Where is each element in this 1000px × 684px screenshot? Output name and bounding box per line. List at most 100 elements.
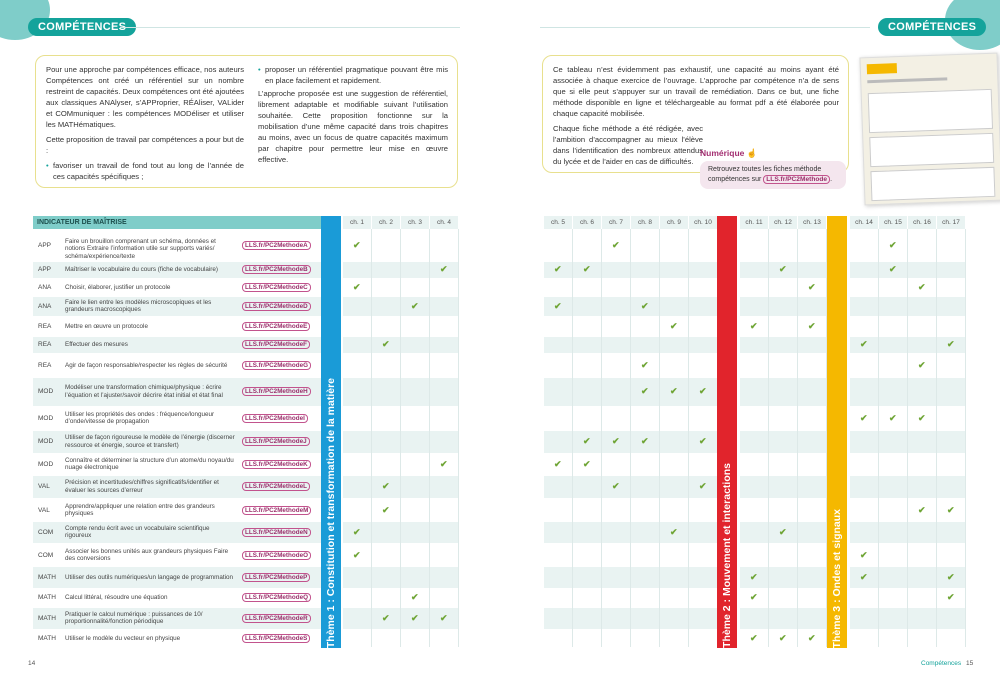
column-line bbox=[965, 229, 966, 647]
check-mark: ✔ bbox=[670, 526, 678, 537]
methode-link[interactable]: LLS.fr/PC2MethodeF bbox=[242, 340, 310, 349]
thumb-tag bbox=[866, 63, 898, 75]
row-label: Utiliser de façon rigoureuse le modèle d… bbox=[65, 434, 235, 449]
intro-column-2: proposer un référentiel pragmatique pouv… bbox=[258, 64, 448, 169]
row-code: VAL bbox=[38, 506, 50, 514]
row-band bbox=[343, 337, 459, 353]
check-mark: ✔ bbox=[889, 239, 897, 250]
methode-link[interactable]: LLS.fr/PC2MethodeP bbox=[242, 572, 311, 582]
fiche-thumbnail-image bbox=[859, 52, 1000, 206]
intro-box-left: Pour une approche par compétences effica… bbox=[35, 55, 458, 188]
methode-link[interactable]: LLS.fr/PC2MethodeL bbox=[242, 482, 310, 491]
row-band bbox=[740, 431, 827, 453]
column-line bbox=[371, 229, 372, 647]
row-label: Modéliser une transformation chimique/ph… bbox=[65, 384, 223, 399]
row-band bbox=[33, 608, 321, 629]
methode-link[interactable]: LLS.fr/PC2MethodeO bbox=[242, 550, 311, 560]
methode-link[interactable]: LLS.fr/PC2MethodeK bbox=[242, 459, 311, 469]
row-label: Utiliser les propriétés des ondes : fréq… bbox=[65, 410, 215, 426]
check-mark: ✔ bbox=[808, 320, 816, 331]
chapter-header: ch. 7 bbox=[602, 216, 630, 229]
check-mark: ✔ bbox=[382, 504, 390, 515]
methode-link[interactable]: LLS.fr/PC2MethodeE bbox=[242, 321, 311, 331]
check-mark: ✔ bbox=[918, 282, 926, 292]
check-mark: ✔ bbox=[641, 300, 649, 311]
table-header-indicator: INDICATEUR DE MAÎTRISE bbox=[33, 216, 321, 229]
methode-link[interactable]: LLS.fr/PC2Methode bbox=[763, 175, 831, 184]
column-line bbox=[601, 229, 602, 647]
methode-link[interactable]: LLS.fr/PC2MethodeG bbox=[242, 360, 311, 370]
check-mark: ✔ bbox=[670, 386, 678, 396]
theme-label: Thème 3 : Ondes et signaux bbox=[831, 508, 843, 648]
intro-paragraph: Chaque fiche méthode a été rédigée, avec… bbox=[553, 124, 703, 166]
methode-link[interactable]: LLS.fr/PC2MethodeC bbox=[242, 283, 311, 292]
row-band bbox=[850, 476, 966, 498]
methode-link[interactable]: LLS.fr/PC2MethodeR bbox=[242, 613, 311, 623]
methode-link[interactable]: LLS.fr/PC2MethodeI bbox=[242, 413, 308, 423]
methode-link[interactable]: LLS.fr/PC2MethodeB bbox=[242, 265, 311, 274]
chapter-header: ch. 17 bbox=[937, 216, 965, 229]
row-band bbox=[740, 262, 827, 278]
chapter-header: ch. 10 bbox=[689, 216, 717, 229]
check-mark: ✔ bbox=[641, 386, 649, 396]
intro-bullet: favoriser un travail de fond tout au lon… bbox=[46, 160, 244, 182]
row-label: Mettre en œuvre un protocole bbox=[65, 322, 148, 330]
row-band bbox=[343, 262, 459, 278]
check-mark: ✔ bbox=[353, 549, 361, 560]
check-mark: ✔ bbox=[750, 592, 758, 602]
row-band bbox=[850, 297, 966, 316]
column-line bbox=[458, 229, 459, 647]
check-mark: ✔ bbox=[699, 436, 707, 446]
methode-link[interactable]: LLS.fr/PC2MethodeM bbox=[242, 505, 312, 515]
theme-bar: Thème 3 : Ondes et signaux bbox=[827, 216, 847, 648]
methode-link[interactable]: LLS.fr/PC2MethodeA bbox=[242, 240, 311, 250]
row-band bbox=[850, 608, 966, 629]
row-label: Connaître et déterminer la structure d’u… bbox=[65, 456, 234, 472]
methode-link[interactable]: LLS.fr/PC2MethodeH bbox=[242, 387, 311, 396]
row-band bbox=[850, 567, 966, 588]
check-mark: ✔ bbox=[670, 320, 678, 331]
check-mark: ✔ bbox=[947, 592, 955, 602]
check-mark: ✔ bbox=[860, 549, 868, 560]
row-label: Associer les bonnes unités aux grandeurs… bbox=[65, 547, 229, 563]
row-label: Utiliser le modèle du vecteur en physiqu… bbox=[65, 634, 181, 642]
check-mark: ✔ bbox=[947, 504, 955, 515]
check-mark: ✔ bbox=[918, 412, 926, 423]
methode-link[interactable]: LLS.fr/PC2MethodeN bbox=[242, 527, 311, 537]
chapter-header: ch. 13 bbox=[798, 216, 826, 229]
chapter-header: ch. 4 bbox=[430, 216, 458, 229]
row-band bbox=[343, 431, 459, 453]
theme-bar: Thème 2 : Mouvement et interactions bbox=[717, 216, 737, 648]
column-line bbox=[688, 229, 689, 647]
check-mark: ✔ bbox=[554, 300, 562, 311]
intro-paragraph: L’approche proposée est une suggestion d… bbox=[258, 89, 448, 164]
check-mark: ✔ bbox=[779, 632, 787, 643]
check-mark: ✔ bbox=[889, 412, 897, 423]
row-band bbox=[343, 608, 459, 629]
intro-column-right: Ce tableau n’est évidemment pas exhausti… bbox=[553, 64, 839, 171]
row-code: ANA bbox=[38, 284, 52, 291]
row-band bbox=[343, 378, 459, 406]
methode-link[interactable]: LLS.fr/PC2MethodeS bbox=[242, 633, 311, 643]
check-mark: ✔ bbox=[889, 264, 897, 274]
check-mark: ✔ bbox=[779, 526, 787, 537]
methode-link[interactable]: LLS.fr/PC2MethodeJ bbox=[242, 437, 310, 446]
row-label: Précision et incertitudes/chiffres signi… bbox=[65, 479, 219, 494]
check-mark: ✔ bbox=[808, 632, 816, 643]
check-mark: ✔ bbox=[440, 264, 448, 274]
methode-link[interactable]: LLS.fr/PC2MethodeD bbox=[242, 301, 311, 311]
row-band bbox=[33, 337, 321, 353]
row-label: Maîtriser le vocabulaire du cours (fiche… bbox=[65, 266, 218, 273]
row-band bbox=[740, 476, 827, 498]
row-band bbox=[740, 567, 827, 588]
chapter-header: ch. 1 bbox=[343, 216, 371, 229]
footer-section-label: Compétences bbox=[921, 660, 962, 667]
check-mark: ✔ bbox=[860, 339, 868, 349]
check-mark: ✔ bbox=[750, 320, 758, 331]
column-line bbox=[400, 229, 401, 647]
chapter-header: ch. 16 bbox=[908, 216, 936, 229]
header-rule-right bbox=[540, 27, 870, 28]
row-label: Effectuer des mesures bbox=[65, 341, 128, 348]
methode-link[interactable]: LLS.fr/PC2MethodeQ bbox=[242, 593, 311, 602]
column-line bbox=[429, 229, 430, 647]
